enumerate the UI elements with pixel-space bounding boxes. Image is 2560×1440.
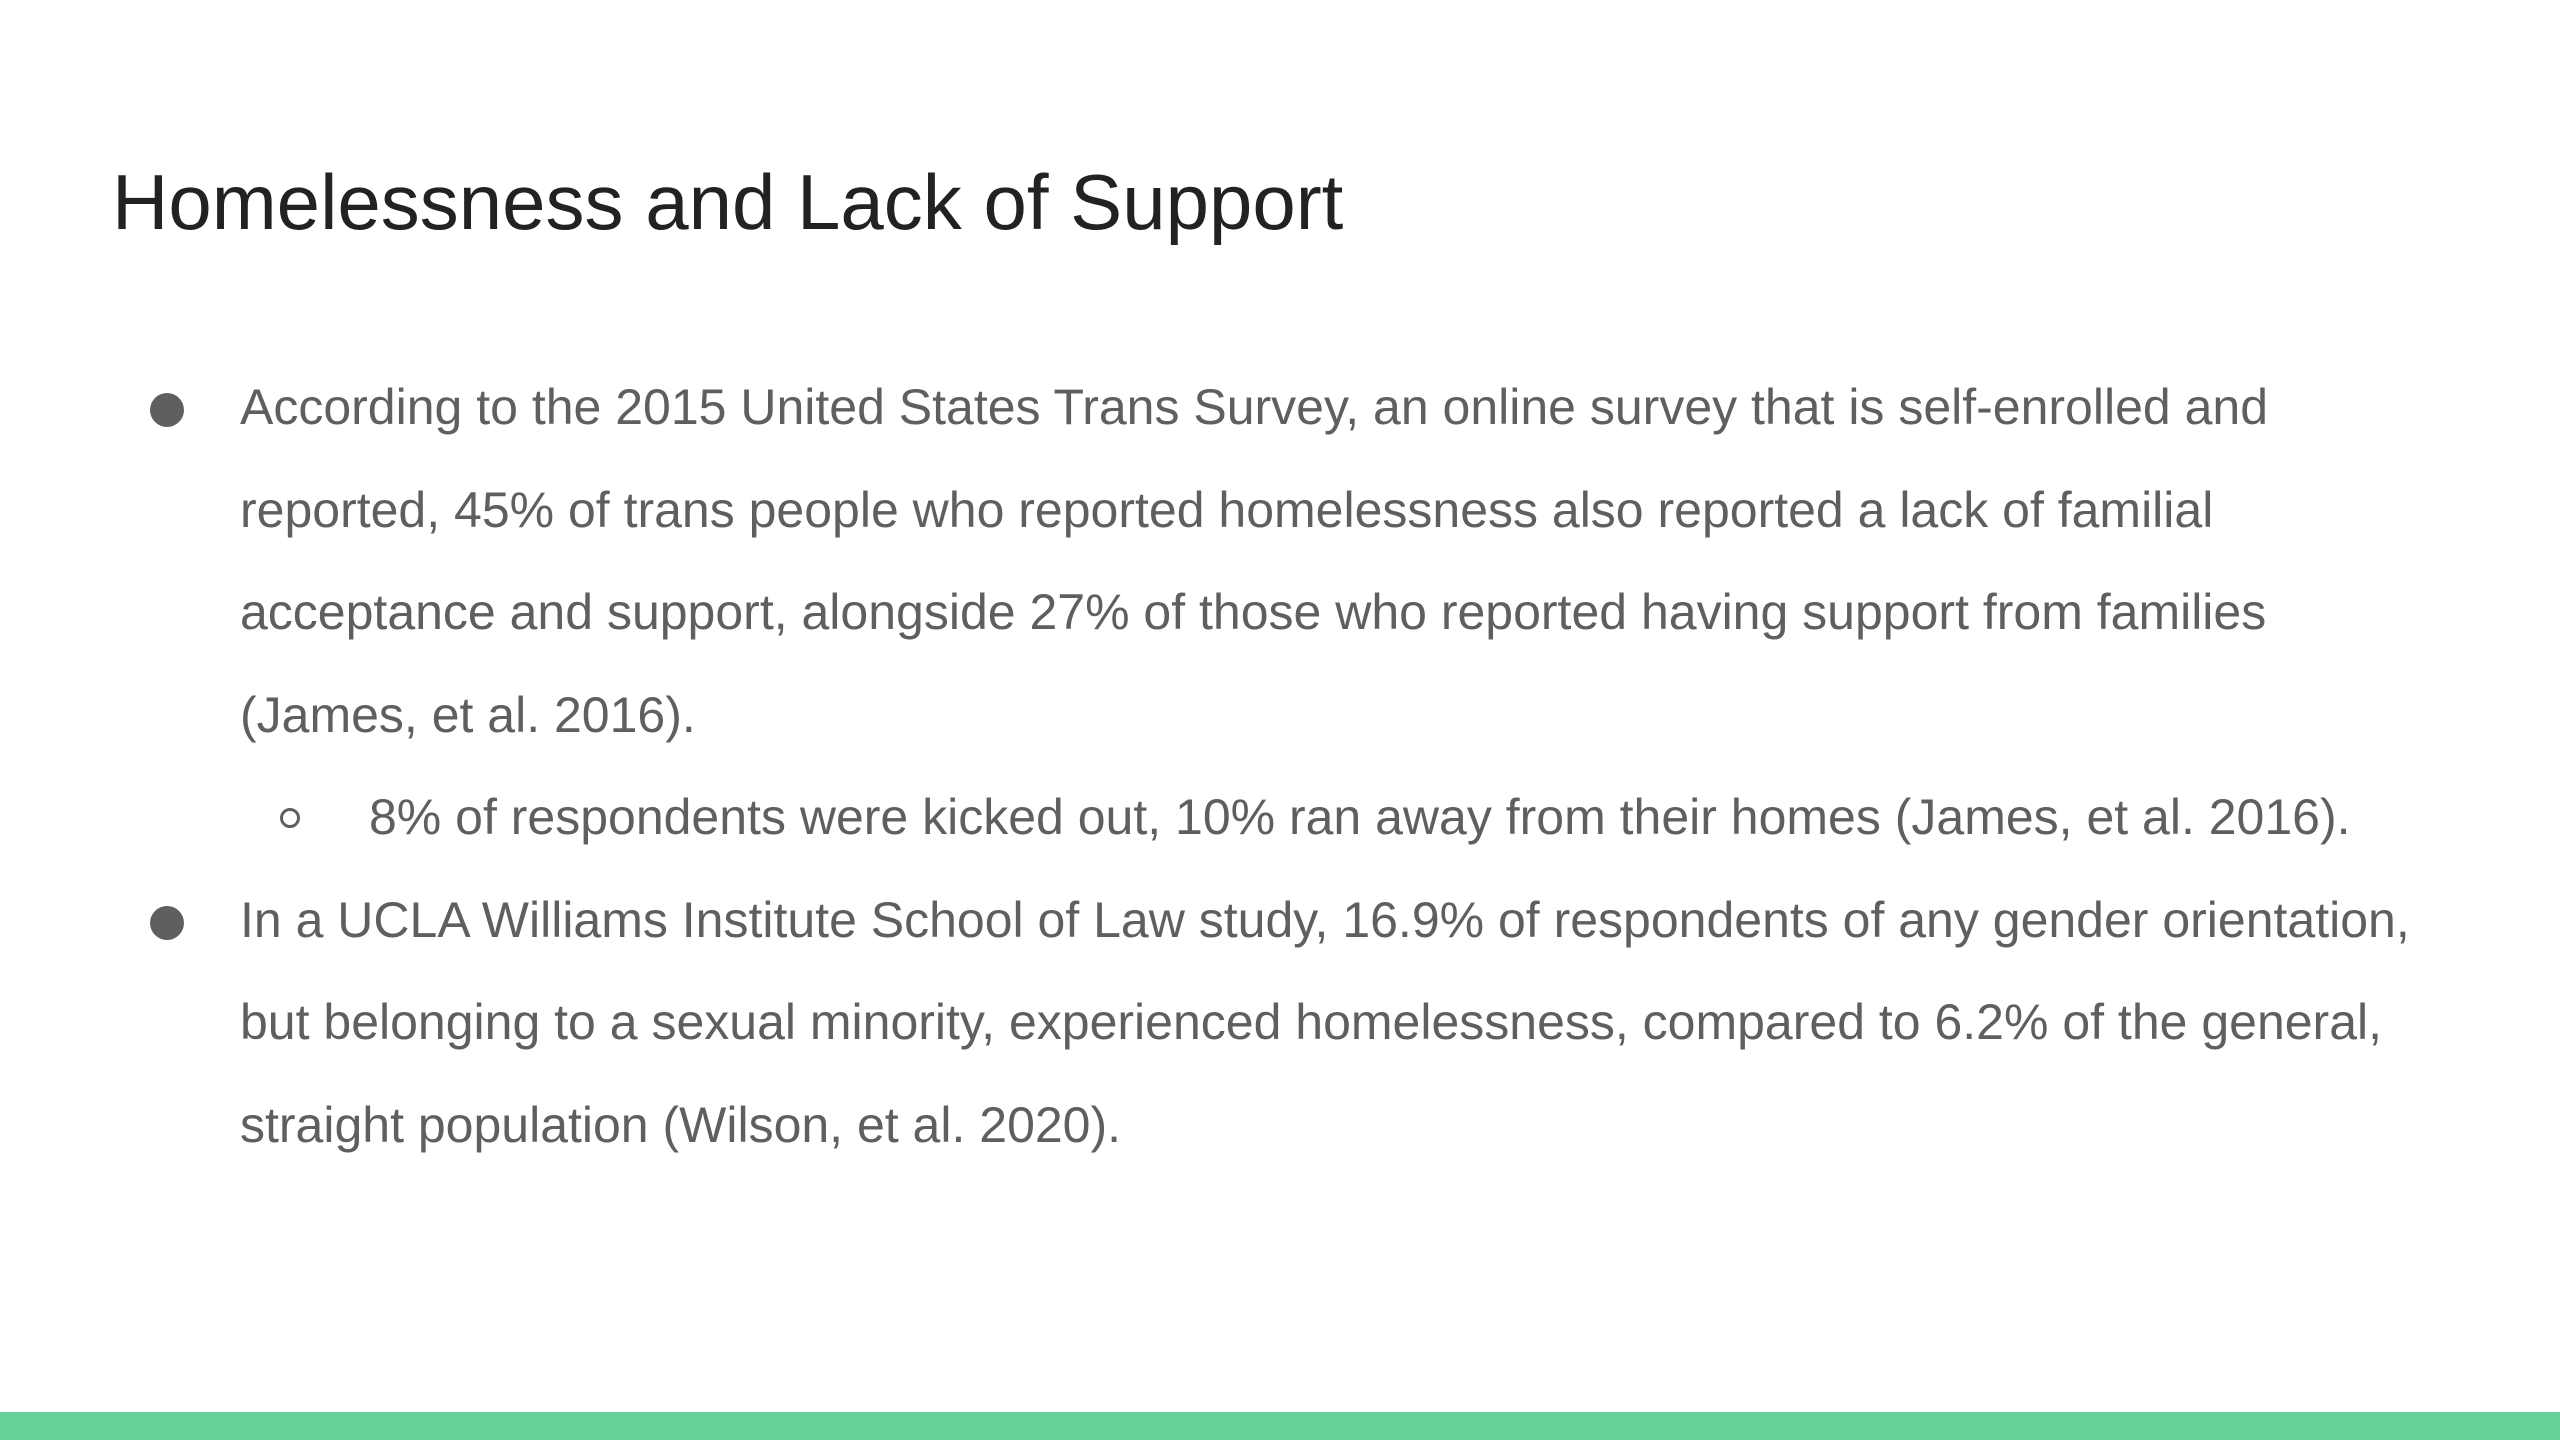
sub-bullet-item: 8% of respondents were kicked out, 10% r… (0, 766, 2455, 869)
bullet-text: According to the 2015 United States Tran… (240, 379, 2269, 743)
bullet-item: In a UCLA Williams Institute School of L… (0, 869, 2455, 1177)
slide-body: According to the 2015 United States Tran… (0, 356, 2560, 1176)
sub-bullet-text: 8% of respondents were kicked out, 10% r… (369, 789, 2351, 845)
slide-title: Homelessness and Lack of Support (112, 158, 1344, 246)
bullet-text: In a UCLA Williams Institute School of L… (240, 891, 2410, 1153)
filled-bullet-icon (150, 393, 184, 427)
filled-bullet-icon (150, 905, 184, 940)
bullet-item: According to the 2015 United States Tran… (0, 356, 2455, 766)
hollow-bullet-icon (280, 808, 300, 828)
accent-bottom-bar (0, 1412, 2560, 1440)
